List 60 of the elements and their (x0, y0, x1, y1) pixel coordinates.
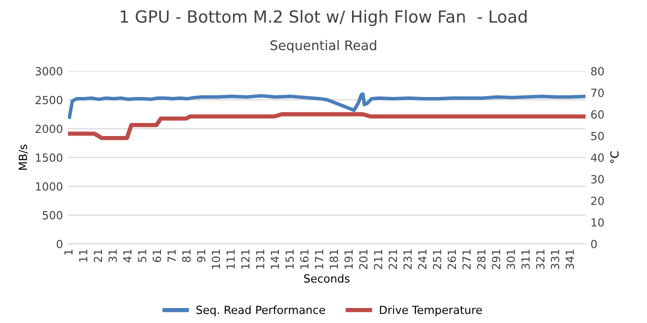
x-tick-label: 301 (506, 250, 516, 270)
x-tick-label: 101 (212, 250, 220, 269)
x-tick-label: 181 (330, 250, 338, 269)
y2-tick-label: 20 (591, 196, 604, 206)
x-tick-label: 21 (94, 250, 102, 262)
x-tick-label: 321 (536, 250, 545, 270)
y-tick-label: 0 (56, 240, 62, 248)
x-tick-label: 171 (315, 250, 324, 269)
y-tick-label: 3000 (36, 67, 62, 76)
chart-subtitle: Sequential Read (270, 40, 376, 53)
y-tick-label: 1000 (36, 182, 62, 191)
x-tick-label: 201 (359, 250, 368, 270)
x-tick-label: 91 (196, 250, 206, 262)
x-tick-label: 261 (448, 250, 456, 270)
x-tick-label: 281 (477, 250, 486, 270)
y2-axis-title: °C (610, 151, 619, 164)
x-tick-label: 51 (138, 250, 146, 262)
x-tick-label: 131 (256, 250, 264, 269)
x-tick-label: 111 (226, 250, 235, 269)
y2-tick-label: 30 (591, 175, 604, 184)
x-tick-label: 71 (168, 250, 176, 262)
legend-label: Drive Temperature (380, 305, 482, 316)
x-tick-label: 211 (374, 250, 382, 270)
x-tick-label: 341 (566, 250, 574, 270)
x-tick-label: 151 (286, 250, 294, 269)
chart-title: 1 GPU - Bottom M.2 Slot w/ High Flow Fan - Load (120, 10, 527, 26)
x-axis-title: Seconds (304, 274, 350, 283)
x-tick-label: 191 (344, 250, 353, 269)
x-tick-label: 311 (521, 250, 530, 270)
x-tick-label: 231 (403, 250, 412, 270)
y2-tick-label: 0 (591, 240, 597, 248)
y2-tick-label: 60 (591, 110, 604, 119)
y2-tick-label: 40 (590, 153, 604, 162)
x-tick-label: 31 (108, 250, 117, 262)
line-series (68, 112, 586, 140)
y-axis-title: MB/s (18, 144, 28, 170)
x-tick-label: 161 (300, 250, 309, 269)
x-tick-label: 291 (492, 250, 500, 270)
x-tick-label: 11 (79, 250, 88, 262)
x-tick-label: 241 (418, 250, 426, 270)
x-tick-label: 1 (64, 250, 72, 255)
y2-tick-label: 70 (591, 88, 604, 98)
y-tick-label: 1500 (36, 153, 62, 162)
y-tick-label: 2000 (36, 124, 62, 134)
x-tick-label: 271 (462, 250, 471, 270)
x-tick-label: 121 (241, 250, 250, 269)
y-tick-label: 500 (42, 211, 62, 220)
x-tick-label: 221 (388, 250, 397, 270)
x-tick-label: 141 (270, 250, 279, 269)
y2-tick-label: 10 (592, 218, 604, 227)
y2-tick-label: 50 (591, 132, 604, 140)
x-tick-label: 251 (432, 250, 442, 270)
y2-tick-label: 80 (591, 67, 604, 76)
line-series (68, 92, 586, 119)
y-tick-label: 2500 (36, 96, 62, 104)
legend-label: Seq. Read Performance (196, 305, 325, 316)
x-tick-label: 61 (152, 250, 162, 262)
x-tick-label: 331 (550, 250, 560, 270)
x-tick-label: 41 (123, 250, 132, 262)
x-tick-label: 81 (182, 250, 191, 262)
